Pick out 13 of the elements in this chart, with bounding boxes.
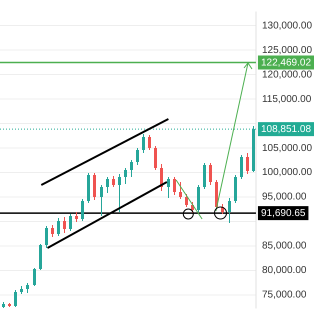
y-tick-label: 85,000.00 bbox=[262, 240, 307, 252]
y-tick-label: 125,000.00 bbox=[262, 44, 312, 56]
y-tick-label: 105,000.00 bbox=[262, 142, 312, 154]
ref-line-label: 108,851.08 bbox=[260, 124, 312, 135]
y-tick-label: 130,000.00 bbox=[262, 20, 312, 32]
ref-line-label: 91,690.65 bbox=[260, 208, 306, 219]
y-tick-label: 120,000.00 bbox=[262, 69, 312, 80]
y-tick-label: 75,000.00 bbox=[262, 290, 307, 301]
y-tick-label: 100,000.00 bbox=[262, 167, 312, 178]
ref-line-label: 122,469.02 bbox=[260, 57, 312, 68]
y-tick-label: 80,000.00 bbox=[262, 265, 307, 276]
y-tick-label: 115,000.00 bbox=[262, 94, 312, 105]
y-tick-label: 95,000.00 bbox=[262, 192, 307, 203]
